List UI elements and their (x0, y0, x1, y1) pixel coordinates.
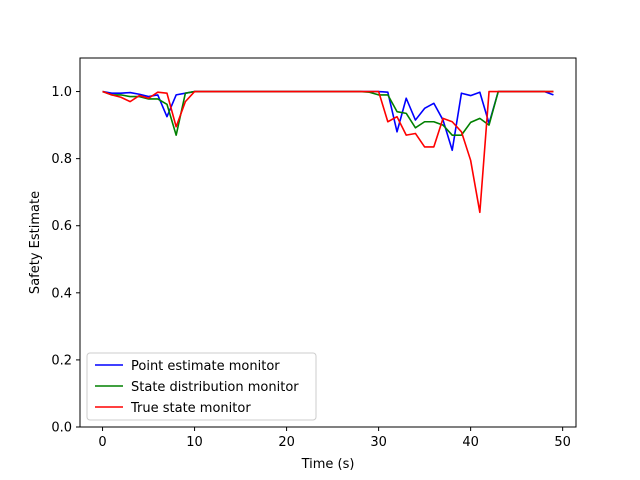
legend-label-2: State distribution monitor (131, 380, 299, 395)
x-tick-label: 20 (278, 435, 295, 450)
y-tick-label: 1.0 (51, 85, 72, 100)
x-tick-label: 10 (186, 435, 203, 450)
y-tick-label: 0.8 (51, 152, 72, 167)
series-line-3 (102, 90, 554, 214)
y-ticks: 0.0 0.2 0.4 0.6 0.8 1.0 (51, 85, 80, 436)
y-tick-label: 0.4 (51, 286, 72, 301)
axes-frame (79, 57, 577, 428)
legend-label-1: Point estimate monitor (131, 359, 280, 374)
series-layer (102, 90, 554, 214)
y-tick-label: 0.2 (51, 353, 72, 368)
x-tick-label: 0 (98, 435, 106, 450)
legend-box (86, 352, 317, 421)
x-axis-label: Time (s) (301, 457, 355, 472)
x-tick-label: 30 (370, 435, 387, 450)
legend-label-3: True state monitor (130, 401, 251, 416)
x-tick-label: 50 (554, 435, 571, 450)
legend: Point estimate monitor State distribution… (86, 352, 317, 421)
x-tick-label: 40 (462, 435, 479, 450)
x-ticks: 0 10 20 30 40 50 (98, 427, 571, 450)
y-tick-label: 0.6 (51, 219, 72, 234)
y-tick-label: 0.0 (51, 421, 72, 436)
y-axis-label: Safety Estimate (28, 191, 43, 294)
